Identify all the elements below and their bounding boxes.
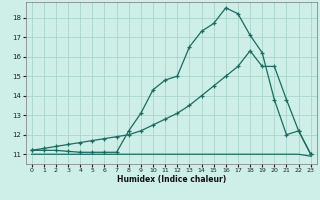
X-axis label: Humidex (Indice chaleur): Humidex (Indice chaleur) xyxy=(116,175,226,184)
